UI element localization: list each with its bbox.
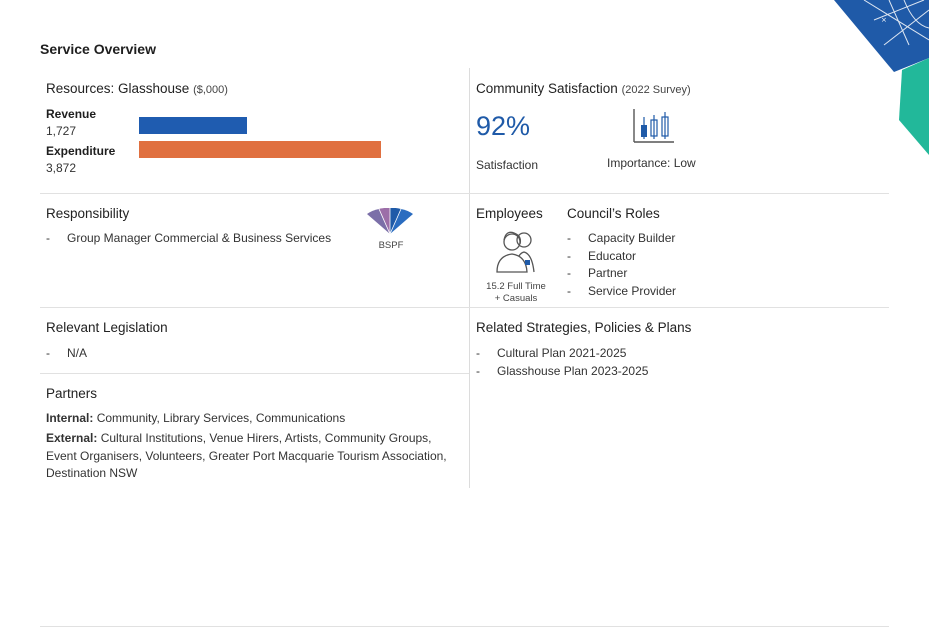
- role-text: Educator: [588, 248, 637, 263]
- role-text: Partner: [588, 266, 628, 280]
- page-title: Service Overview: [40, 41, 156, 57]
- list-item: - Service Provider: [567, 283, 677, 298]
- partners-internal: Internal: Community, Library Services, C…: [46, 410, 466, 428]
- resources-unit: ($,000): [193, 84, 228, 96]
- row-divider-3: [40, 373, 469, 374]
- expenditure-label: Expenditure: [46, 144, 116, 158]
- strategy-text: Cultural Plan 2021-2025: [497, 346, 627, 360]
- satisfaction-label: Satisfaction: [476, 158, 539, 172]
- satisfaction-heading: Community Satisfaction (2022 Survey): [476, 81, 691, 96]
- strategies-list: - Cultural Plan 2021-2025 - Glasshouse Pla…: [476, 345, 648, 380]
- list-item: - Partner: [567, 266, 628, 280]
- role-text: Service Provider: [588, 283, 677, 298]
- candlestick-chart-icon: [633, 109, 674, 143]
- row-divider-1: [40, 193, 889, 194]
- employee-count-line1: 15.2 Full Time: [486, 281, 546, 292]
- fan-segment-icon: [367, 208, 413, 235]
- satisfaction-percent: 92%: [476, 111, 531, 141]
- list-item: - Educator: [567, 248, 637, 263]
- satisfaction-survey: (2022 Survey): [621, 84, 691, 96]
- strategy-text: Glasshouse Plan 2023-2025: [497, 363, 649, 378]
- strategies-heading: Related Strategies, Policies & Plans: [476, 320, 692, 335]
- expenditure-value: 3,872: [46, 161, 77, 175]
- row-divider-2: [40, 307, 889, 308]
- employee-people-icon: [496, 231, 535, 273]
- legislation-heading: Relevant Legislation: [46, 320, 168, 335]
- roles-heading: Council’s Roles: [567, 206, 660, 221]
- roles-list: - Capacity Builder - Educator - Partner - Se…: [567, 230, 676, 300]
- internal-label: Internal:: [46, 411, 94, 425]
- expenditure-bar: [139, 141, 381, 158]
- satisfaction-heading-text: Community Satisfaction: [476, 81, 618, 96]
- list-item: - Cultural Plan 2021-2025: [476, 346, 627, 360]
- revenue-value: 1,727: [46, 124, 77, 138]
- corner-decoration: ×: [834, 0, 929, 155]
- external-text: Cultural Institutions, Venue Hirers, Art…: [46, 431, 447, 480]
- revenue-bar: [139, 117, 247, 134]
- footer-divider: [40, 626, 889, 627]
- bspf-label: BSPF: [378, 240, 404, 251]
- list-item: - Glasshouse Plan 2023-2025: [476, 363, 649, 378]
- partners-external: External: Cultural Institutions, Venue H…: [46, 430, 464, 483]
- revenue-label: Revenue: [46, 107, 97, 121]
- internal-text: Community, Library Services, Communicati…: [96, 411, 346, 425]
- svg-text:×: ×: [881, 16, 887, 24]
- responsibility-item: - Group Manager Commercial & Business Ser…: [46, 231, 332, 245]
- employee-count-line2: + Casuals: [494, 293, 538, 304]
- employees-heading: Employees: [476, 206, 543, 221]
- external-label: External:: [46, 431, 98, 445]
- partners-heading: Partners: [46, 386, 98, 401]
- responsibility-heading: Responsibility: [46, 206, 130, 221]
- list-item: - Capacity Builder: [567, 231, 676, 245]
- resources-heading-text: Resources: Glasshouse: [46, 81, 190, 96]
- responsibility-item-text: Group Manager Commercial & Business Serv…: [67, 231, 332, 245]
- column-divider: [469, 68, 470, 488]
- role-text: Capacity Builder: [588, 231, 676, 245]
- employee-count: 15.2 Full Time + Casuals: [478, 281, 554, 305]
- legislation-item: - N/A: [46, 346, 88, 360]
- resources-heading: Resources: Glasshouse ($,000): [46, 81, 228, 96]
- importance-label: Importance: Low: [607, 156, 696, 170]
- legislation-item-text: N/A: [67, 346, 88, 360]
